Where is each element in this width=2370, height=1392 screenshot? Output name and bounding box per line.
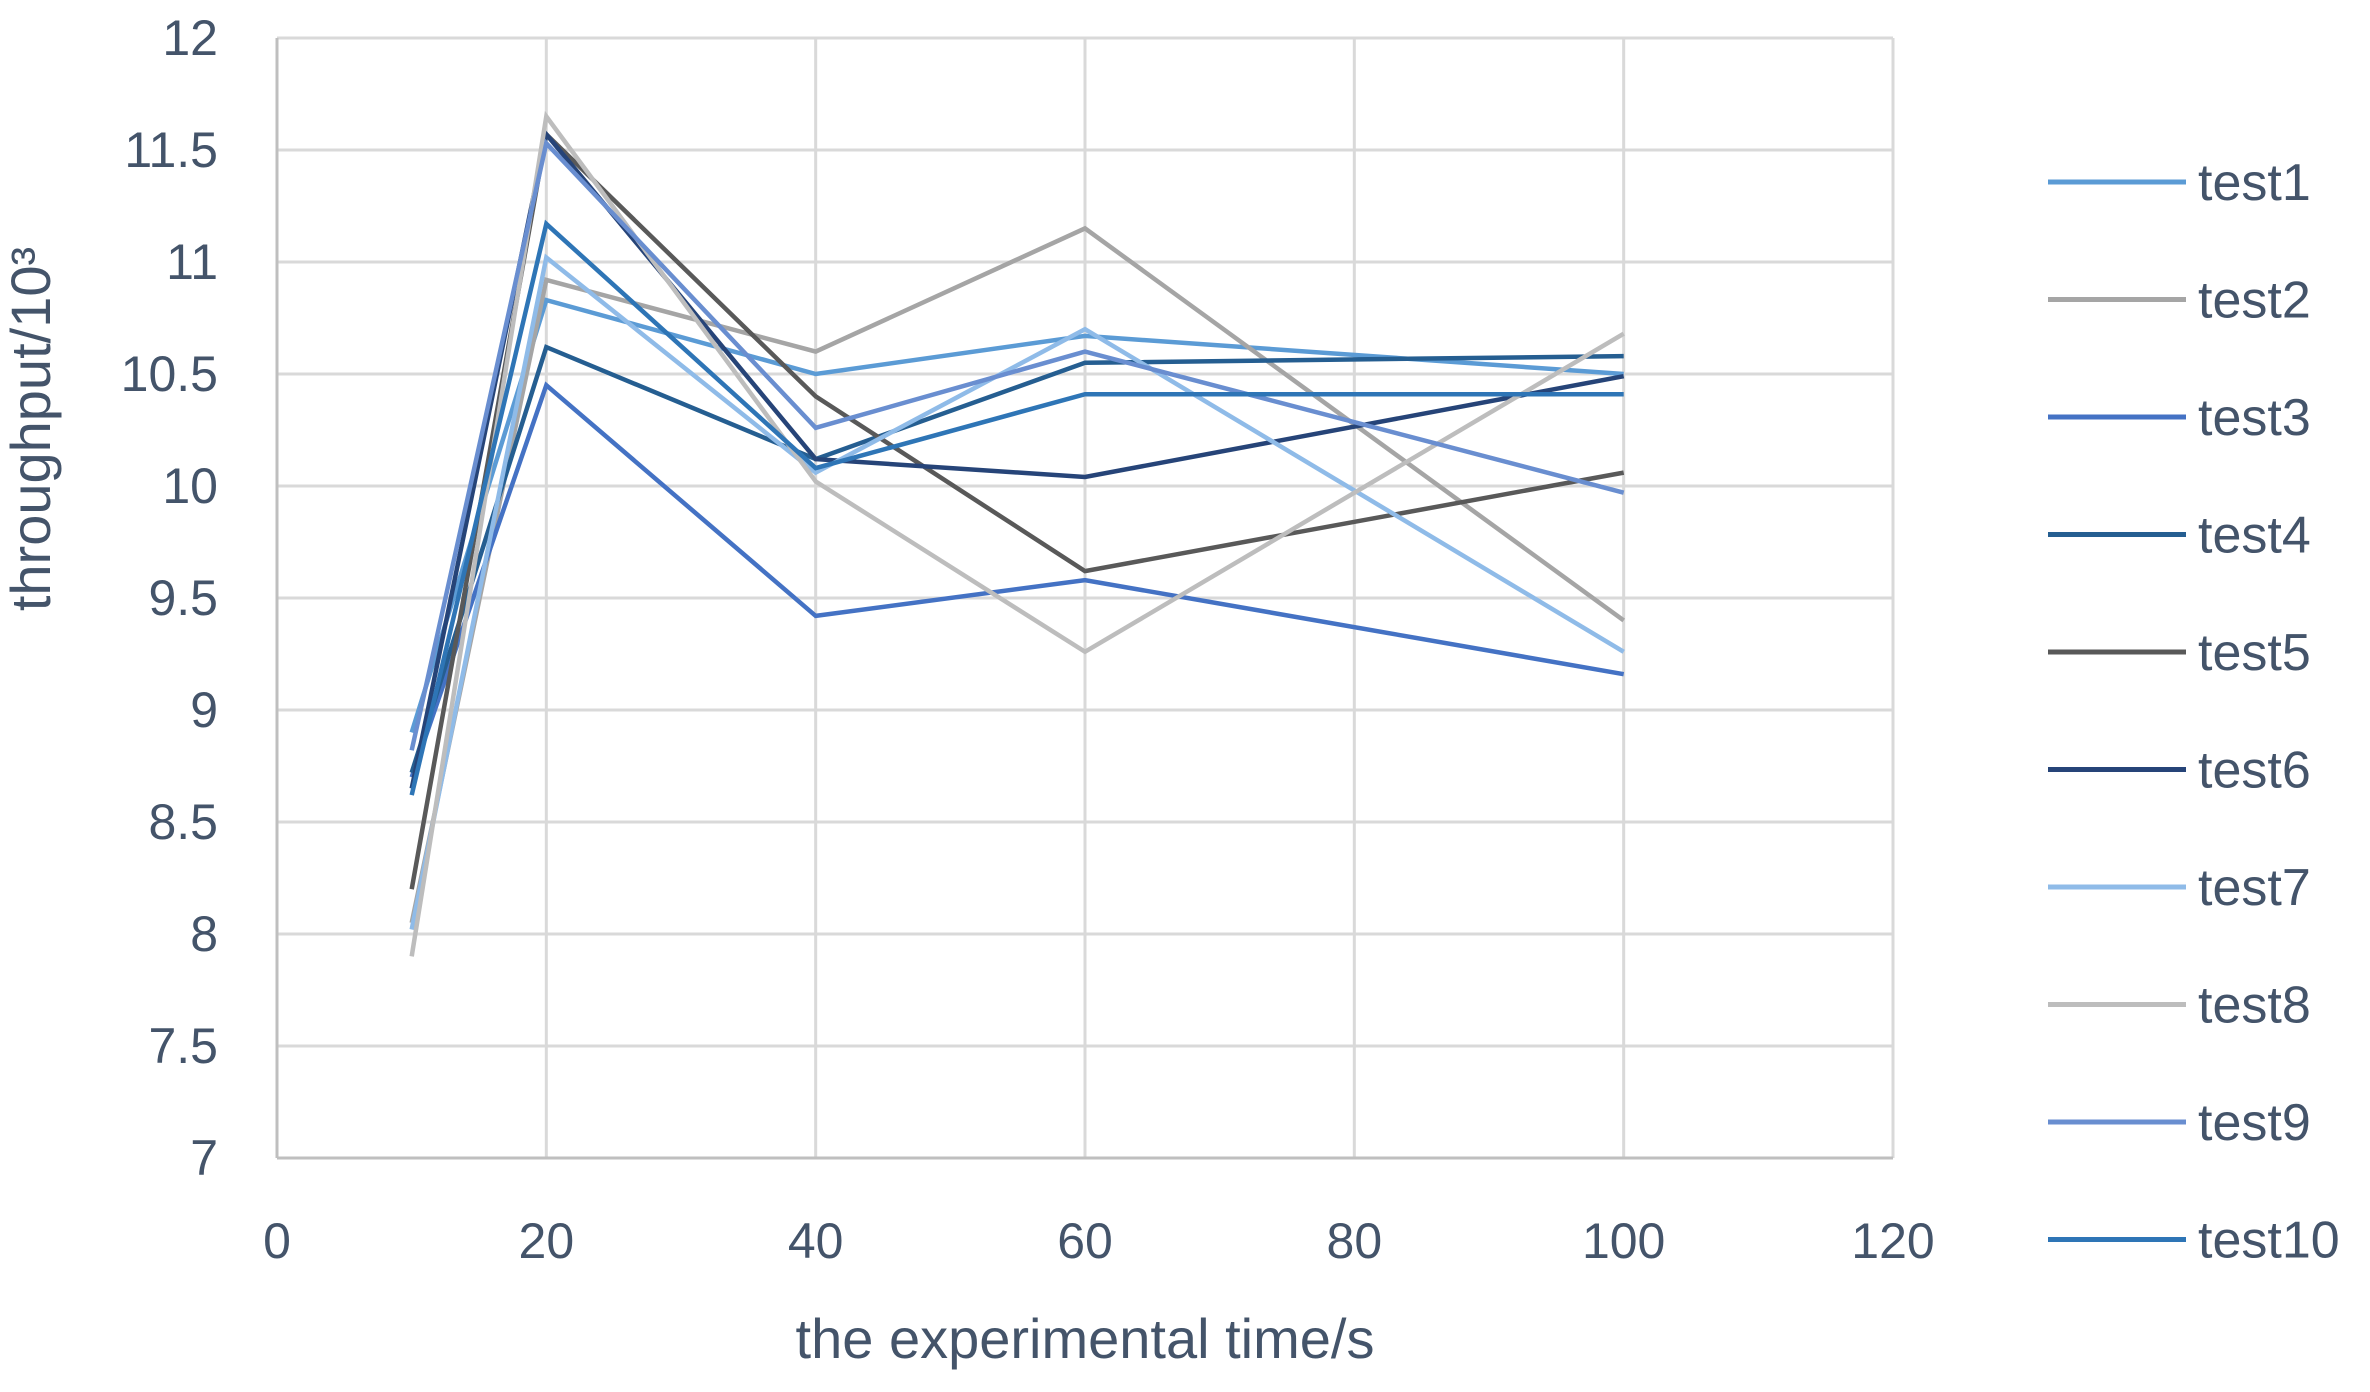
legend-item-test1: test1 [2048, 154, 2311, 212]
y-tick-label: 10.5 [121, 346, 218, 402]
legend-label: test10 [2198, 1212, 2340, 1270]
legend-item-test5: test5 [2048, 624, 2311, 682]
x-tick-label: 0 [263, 1213, 291, 1269]
series-line-test1 [409, 297, 1624, 734]
y-axis-title: throughput/10³ [0, 247, 62, 611]
legend-item-test9: test9 [2048, 1094, 2311, 1152]
legend: test1 test2 test3 test4 test5 test6 test7 test8… [2048, 154, 2340, 1270]
y-tick-label: 8 [190, 906, 218, 962]
series-line-test2 [409, 225, 1626, 924]
series-line-test5 [409, 129, 1625, 890]
y-tick-label: 10 [162, 458, 218, 514]
legend-label: test5 [2198, 624, 2311, 682]
y-tick-label: 8.5 [148, 794, 218, 850]
y-tick-label: 11.5 [124, 122, 218, 178]
legend-item-test3: test3 [2048, 389, 2311, 447]
y-tick-label: 9.5 [148, 570, 218, 626]
series-lines [409, 110, 1626, 957]
legend-label: test3 [2198, 389, 2311, 447]
x-axis-title: the experimental time/s [796, 1307, 1375, 1370]
legend-item-test4: test4 [2048, 507, 2311, 565]
legend-label: test4 [2198, 507, 2311, 565]
y-tick-label: 12 [162, 10, 218, 66]
series-line-test3 [409, 381, 1625, 778]
legend-item-test2: test2 [2048, 272, 2311, 330]
series-line-test9 [409, 138, 1625, 751]
legend-label: test9 [2198, 1094, 2311, 1152]
legend-item-test10: test10 [2048, 1212, 2340, 1270]
x-tick-label: 100 [1582, 1213, 1665, 1269]
x-tick-label: 80 [1327, 1213, 1383, 1269]
y-tick-label: 7 [190, 1130, 218, 1186]
x-tick-label: 40 [788, 1213, 844, 1269]
legend-item-test6: test6 [2048, 742, 2311, 800]
legend-label: test1 [2198, 154, 2311, 212]
x-tick-label: 120 [1851, 1213, 1934, 1269]
x-tick-label: 20 [519, 1213, 575, 1269]
legend-item-test7: test7 [2048, 859, 2311, 917]
y-tick-label: 9 [190, 682, 218, 738]
y-tick-label: 7.5 [148, 1018, 218, 1074]
legend-label: test2 [2198, 272, 2311, 330]
series-line-test6 [409, 129, 1625, 789]
legend-label: test8 [2198, 977, 2311, 1035]
legend-label: test7 [2198, 859, 2311, 917]
series-line-test7 [409, 253, 1625, 930]
series-line-test10 [409, 219, 1624, 796]
grid [277, 36, 1895, 1158]
y-tick-label: 11 [166, 234, 218, 290]
legend-item-test8: test8 [2048, 977, 2311, 1035]
axes [275, 38, 1893, 1160]
legend-label: test6 [2198, 742, 2311, 800]
x-tick-label: 60 [1057, 1213, 1113, 1269]
series-line-test8 [409, 110, 1625, 957]
